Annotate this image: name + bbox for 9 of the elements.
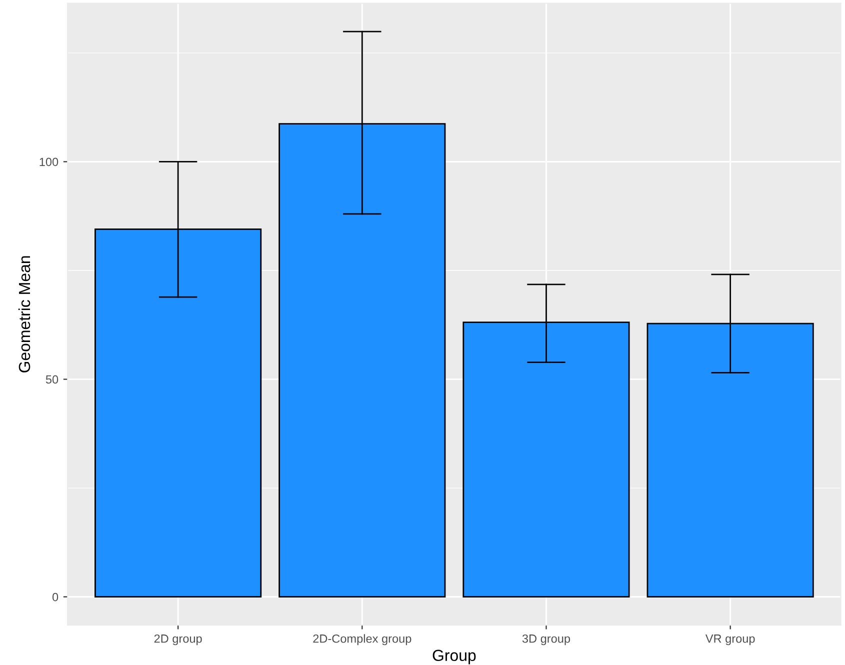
x-tick-label: 2D group <box>154 634 202 646</box>
x-axis-title: Group <box>432 650 476 664</box>
y-tick-label: 50 <box>46 375 58 384</box>
y-axis-title: Geometric Mean <box>18 256 30 372</box>
y-tick-label: 100 <box>40 158 58 166</box>
x-tick-label: 2D-Complex group <box>313 634 412 646</box>
y-tick-label: 0 <box>52 592 58 602</box>
x-tick-label: 3D group <box>522 634 570 646</box>
x-tick-label: VR group <box>705 634 755 646</box>
